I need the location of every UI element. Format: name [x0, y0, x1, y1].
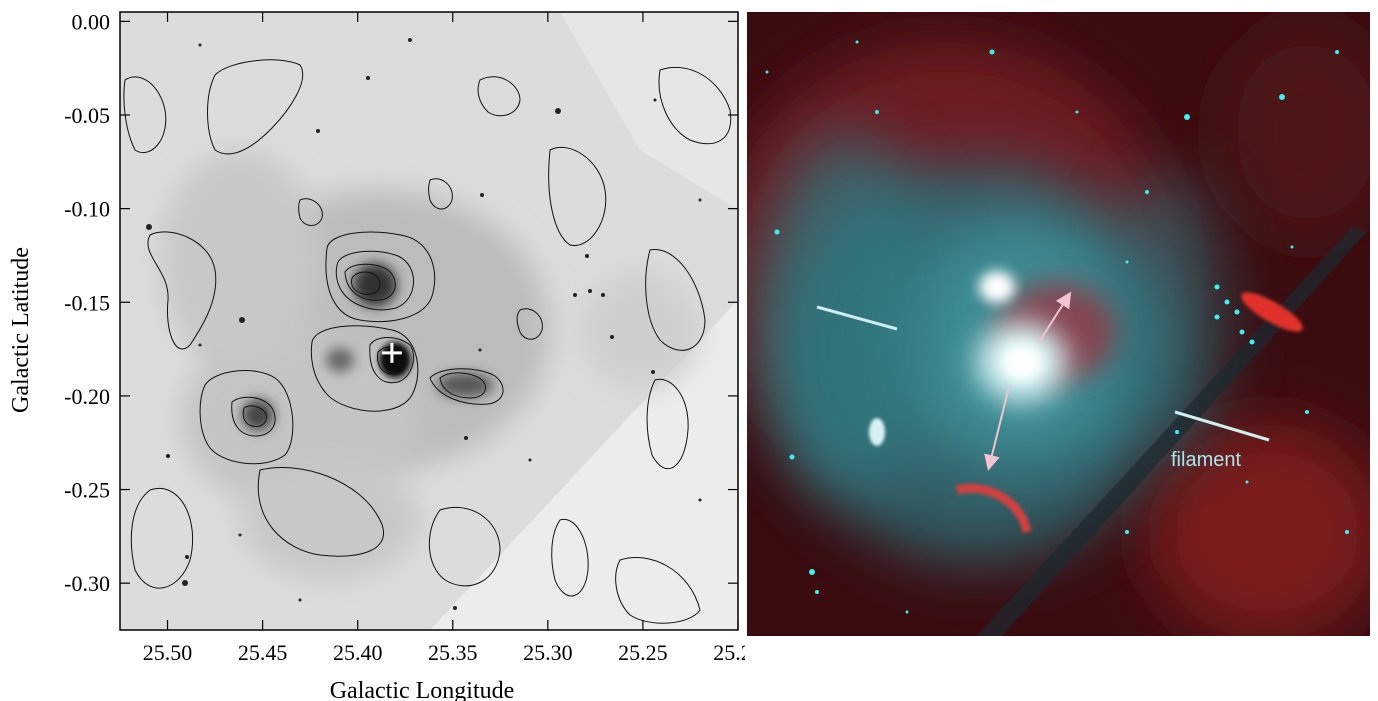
- y-tick-label: -0.30: [64, 571, 110, 596]
- filament-label: filament: [1171, 449, 1241, 471]
- outflow-arrow-down: [984, 386, 1010, 471]
- x-tick-label: 25.50: [143, 640, 193, 665]
- y-tick-label: -0.20: [64, 384, 110, 409]
- x-axis-title: Galactic Longitude: [330, 678, 515, 701]
- x-tick-label: 25.45: [238, 640, 288, 665]
- x-axis-ticks: 25.50 25.45 25.40 25.35 25.30 25.25 25.20: [143, 12, 745, 665]
- x-tick-label: 25.35: [428, 640, 478, 665]
- color-composite-image: filament: [747, 12, 1370, 636]
- filament-marker-right: [1174, 410, 1270, 442]
- x-tick-label: 25.40: [333, 640, 383, 665]
- y-tick-label: -0.15: [64, 290, 110, 315]
- right-color-image-panel: filament: [747, 12, 1370, 636]
- outflow-arrow-up: [1038, 291, 1072, 343]
- x-tick-label: 25.20: [713, 640, 745, 665]
- plot-frame: [119, 11, 739, 631]
- left-contour-panel: 25.50 25.45 25.40 25.35 25.30 25.25 25.20 0.00…: [8, 9, 745, 701]
- y-tick-label: -0.10: [64, 197, 110, 222]
- y-tick-label: -0.05: [64, 103, 110, 128]
- y-axis-title: Galactic Latitude: [8, 247, 34, 413]
- filament-marker-left: [816, 305, 898, 331]
- y-axis-ticks: 0.00 -0.05 -0.10 -0.15 -0.20 -0.25 -0.30: [64, 9, 738, 596]
- source-marker: [381, 342, 402, 363]
- y-tick-label: 0.00: [72, 9, 111, 34]
- y-tick-label: -0.25: [64, 478, 110, 503]
- contour-plot: 25.50 25.45 25.40 25.35 25.30 25.25 25.20 0.00…: [8, 9, 745, 701]
- x-tick-label: 25.30: [523, 640, 573, 665]
- grayscale-image: [120, 12, 738, 630]
- x-tick-label: 25.25: [618, 640, 668, 665]
